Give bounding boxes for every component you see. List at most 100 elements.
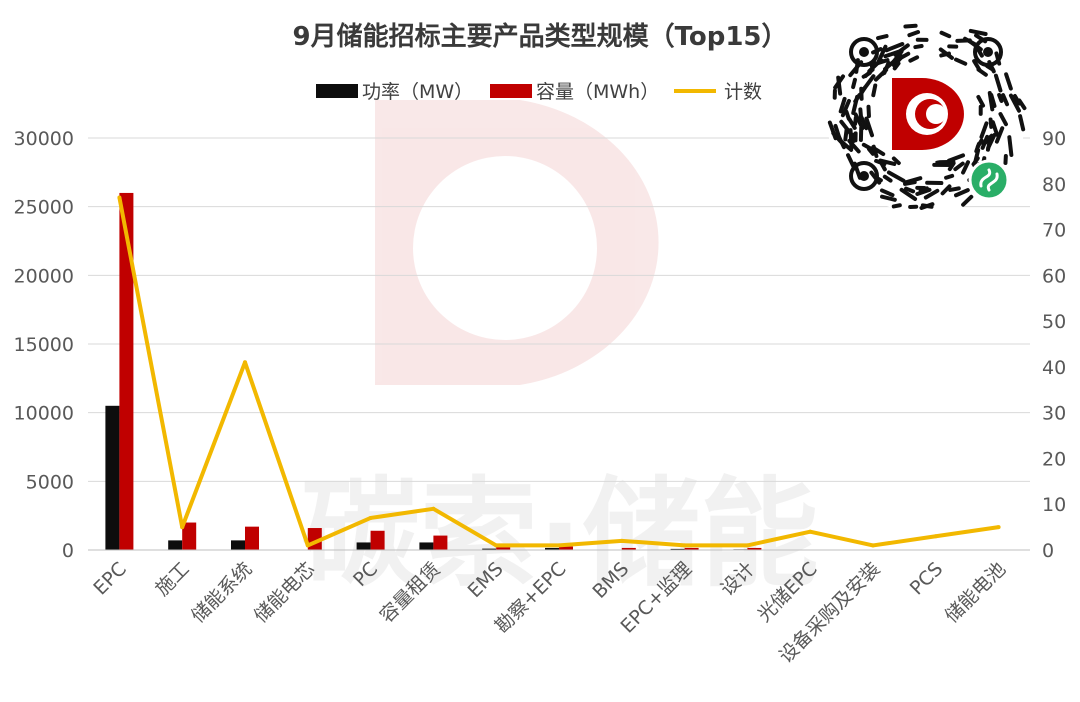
watermark: 碳索·储能 [302,100,819,603]
watermark-logo-inner [413,156,597,340]
qr-finder-dot [859,171,869,181]
qr-module [837,138,854,152]
qr-module [833,123,842,141]
y2-tick-label: 90 [1042,128,1066,150]
legend-label: 计数 [724,81,762,103]
chart-title: 9月储能招标主要产品类型规模（Top15） [292,21,787,52]
qr-module [908,55,920,63]
qr-module [997,92,1004,103]
x-tick-label: 储能系统 [187,558,256,627]
qr-module [848,128,854,150]
qr-module [851,94,860,115]
y2-tick-label: 10 [1042,494,1066,516]
qr-module [864,116,875,138]
mini-program-badge-icon [968,159,1010,201]
qr-module [920,203,934,209]
line-point [557,543,561,548]
bar-capacity [559,546,573,550]
qr-module [990,120,1000,137]
qr-finder [849,37,879,67]
qr-module [940,184,952,196]
bar-power [482,548,497,550]
qr-module [903,180,917,186]
bar-power [168,540,183,550]
qr-module [947,153,966,163]
legend-label: 容量（MWh） [536,81,659,103]
y2-tick-label: 60 [1042,265,1066,287]
qr-module [961,194,974,207]
bar-capacity [496,547,511,550]
qr-module [923,188,940,200]
qr-module [953,161,965,172]
qr-finder-dot [983,47,993,57]
line-point [305,543,310,548]
qr-module [873,67,889,82]
bar-capacity [621,547,636,550]
qr-module [954,188,970,198]
qr-code-badge [826,14,1027,214]
line-point [871,543,875,548]
legend: 功率（MW） 容量（MWh） 计数 [316,81,762,103]
bar-capacity [684,547,699,550]
qr-logo-c-gap [926,104,946,124]
qr-module [899,187,918,201]
x-tick-label: PCS [906,558,948,600]
line-point [682,543,687,548]
qr-module [988,117,994,129]
qr-module [985,139,992,152]
line-point [368,515,373,520]
y2-tick-label: 80 [1042,174,1066,196]
mini-program-glyph-icon [979,168,999,192]
qr-module [853,112,865,131]
x-tick-label: 施工 [151,558,193,600]
y-tick-label: 0 [62,540,74,562]
qr-finder-dot [859,47,869,57]
qr-module [979,121,989,139]
qr-finder [849,161,879,191]
y2-tick-label: 70 [1042,220,1066,242]
line-point [243,360,247,365]
line-point [745,543,750,548]
bar-capacity [433,535,448,550]
qr-module [880,194,897,202]
bar-power [670,548,685,550]
line-point [494,543,499,548]
bar-power [105,405,120,550]
bar-power [231,540,245,550]
x-tick-label: 储能电池 [941,558,1010,627]
line-point [619,538,624,543]
bar-power [356,542,371,550]
bar-capacity [182,522,197,550]
line-point [933,534,938,539]
bar-series-group [105,192,762,550]
qr-module [883,55,900,71]
qr-module [1004,72,1013,91]
qr-module [891,203,902,209]
qr-module [1017,98,1027,111]
qr-module [893,43,910,57]
qr-module [998,112,1008,127]
qr-module [904,186,916,194]
qr-module [1001,93,1010,107]
qr-module [944,173,955,180]
qr-module [871,144,879,159]
qr-module [847,116,857,130]
qr-module [838,96,847,114]
qr-module [913,44,924,50]
y-tick-label: 25000 [14,197,74,219]
y-tick-label: 10000 [14,403,74,425]
line-point [996,525,1001,530]
qr-module [947,161,956,172]
qr-module [878,158,897,166]
y2-tick-label: 30 [1042,403,1066,425]
legend-swatch [316,84,358,98]
line-point [117,195,122,200]
qr-module [948,186,961,192]
qr-module [938,47,954,60]
watermark-text: 碳索·储能 [302,465,819,603]
qr-module [976,94,986,108]
qr-module [867,147,875,156]
